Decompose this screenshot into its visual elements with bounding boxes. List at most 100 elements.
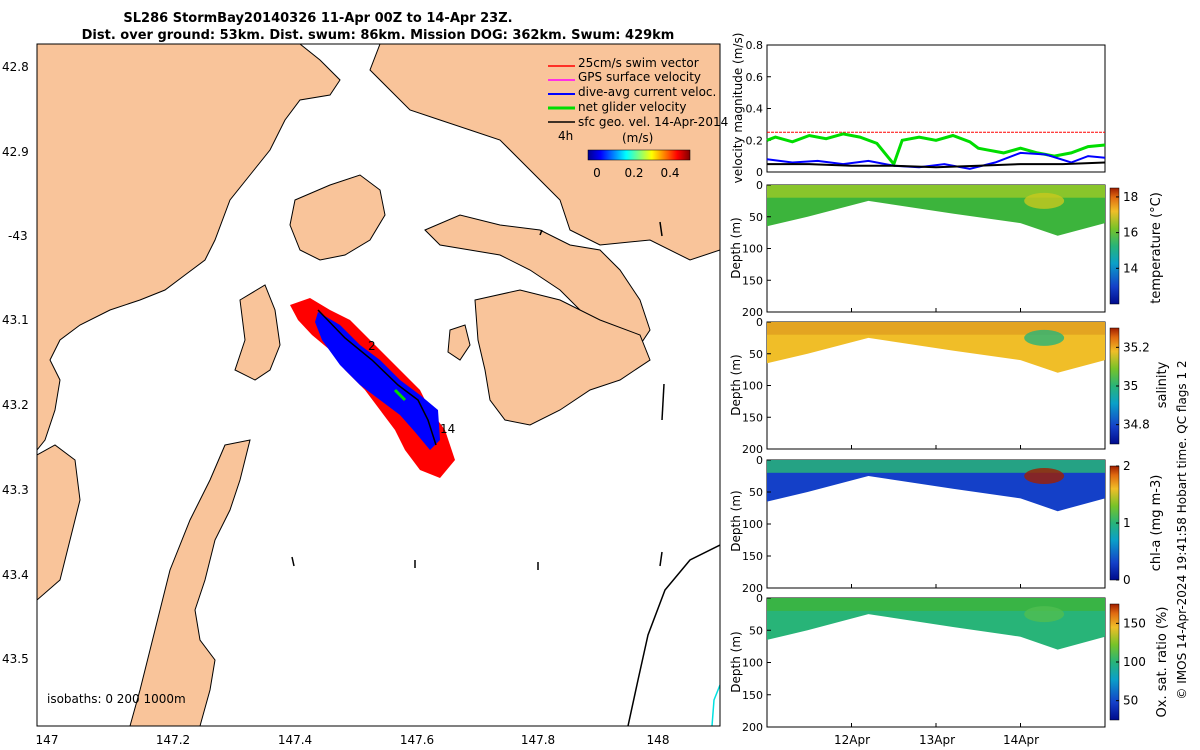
land-south-arm — [234, 284, 281, 381]
section-accent — [1024, 468, 1065, 484]
section-ytick: 50 — [749, 348, 763, 361]
velocity-ytick: 0.6 — [746, 71, 764, 84]
velocity-ytick: 0.8 — [746, 39, 764, 52]
section-ytick: 0 — [756, 454, 763, 467]
salinity-cbar-label: salinity — [1155, 361, 1170, 408]
section-ytick: 150 — [742, 411, 763, 424]
velocity-yticks: 0 0.2 0.4 0.6 0.8 — [746, 39, 771, 179]
section-ytick: 200 — [742, 721, 763, 734]
section-accent — [1024, 192, 1065, 209]
map-x-axis: 147 147.2 147.4 147.6 147.8 148 — [36, 733, 670, 747]
velocity-series-line — [767, 161, 1106, 169]
temperature-ylabel: Depth (m) — [729, 217, 743, 278]
temperature-cbar-label: temperature (°C) — [1149, 192, 1164, 304]
section-ytick: 200 — [742, 306, 763, 319]
salinity-panel: 0 50 100 150 200 35.2 35 34.8 — [742, 316, 1150, 456]
section-ytick: 100 — [742, 657, 763, 670]
chl-ylabel: Depth (m) — [729, 490, 743, 551]
chl-panel: 0 50 100 150 200 2 1 0 — [742, 454, 1131, 595]
section-surface-band — [767, 460, 1105, 473]
title-line-1: SL286 StormBay20140326 11-Apr 00Z to 14-… — [123, 11, 512, 26]
section-ytick: 100 — [742, 380, 763, 393]
section-ytick: 0 — [756, 592, 763, 605]
map-colorbar — [587, 149, 691, 161]
map-colorbar-tick: 0 — [593, 166, 601, 180]
velocity-axes — [766, 44, 1106, 173]
section-ytick: 50 — [749, 486, 763, 499]
land-southwest — [37, 444, 81, 601]
section-ytick: 200 — [742, 582, 763, 595]
colorbar-tick: 2 — [1123, 459, 1131, 473]
section-ytick: 150 — [742, 274, 763, 287]
section-ytick: 150 — [742, 550, 763, 563]
colorbar-tick: 0 — [1123, 573, 1131, 587]
map-xtick: 147.4 — [278, 733, 312, 747]
isobath-line — [627, 544, 720, 726]
colorbar-tick: 14 — [1123, 261, 1138, 275]
map-colorbar-tick: 0.4 — [660, 166, 679, 180]
section-surface-band — [767, 185, 1105, 198]
oxygen-panel: 0 50 100 150 200 150 100 50 — [742, 592, 1146, 734]
map-ytick: 42.8 — [2, 60, 29, 74]
velocity-series-line — [766, 151, 1106, 170]
net-velocity — [393, 388, 407, 402]
map-xtick: 147.6 — [400, 733, 434, 747]
section-accent — [1024, 329, 1065, 346]
legend-label-net: net glider velocity — [578, 100, 686, 114]
velocity-ytick: 0.4 — [746, 103, 764, 116]
map-panel: 2 14 42.8 42.9 -43 43.1 43.2 43.3 43.4 4… — [2, 43, 728, 747]
section-ytick: 100 — [742, 243, 763, 256]
colorbar-tick: 150 — [1123, 616, 1146, 630]
section-ytick: 100 — [742, 518, 763, 531]
velocity-ytick: 0.2 — [746, 134, 764, 147]
colorbar-tick: 35 — [1123, 379, 1138, 393]
salinity-ylabel: Depth (m) — [729, 354, 743, 415]
cyan-line — [711, 684, 720, 726]
legend-label-current: dive-avg current veloc. — [578, 85, 716, 99]
legend-label-4h: 4h — [558, 129, 573, 143]
map-ytick: 43.3 — [2, 483, 29, 497]
map-xtick: 147 — [36, 733, 59, 747]
track-label-start: 2 — [368, 339, 376, 353]
title-line-2: Dist. over ground: 53km. Dist. swum: 86k… — [82, 28, 675, 43]
map-legend: 25cm/s swim vector GPS surface velocity … — [548, 56, 728, 180]
time-xtick: 13Apr — [919, 733, 955, 747]
map-colorbar-tick: 0.2 — [624, 166, 643, 180]
map-colorbar-title: (m/s) — [622, 131, 653, 145]
section-ytick: 0 — [756, 316, 763, 329]
track-line — [317, 309, 437, 446]
map-frame — [36, 43, 721, 727]
map-land-group — [37, 44, 720, 726]
colorbar-tick: 100 — [1123, 655, 1146, 669]
oxygen-cbar-label: Ox. sat. ratio (%) — [1155, 607, 1170, 718]
temperature-panel: 0 50 100 150 200 18 16 14 — [742, 179, 1138, 319]
velocity-ylabel: velocity magnitude (m/s) — [731, 33, 745, 184]
time-xtick: 12Apr — [834, 733, 870, 747]
legend-label-sfc: sfc geo. vel. 14-Apr-2014 — [578, 115, 728, 129]
colorbar-tick: 18 — [1123, 190, 1138, 204]
velocity-ytick: 0 — [756, 166, 763, 179]
glider-track — [290, 298, 455, 478]
land-small-island — [447, 324, 471, 361]
isobath-label: isobaths: 0 200 1000m — [47, 692, 186, 706]
time-xtick: 14Apr — [1003, 733, 1039, 747]
current-vectors — [315, 312, 440, 450]
colorbar-tick: 1 — [1123, 516, 1131, 530]
credit-text: © IMOS 14-Apr-2024 19:41:58 Hobart time.… — [1175, 360, 1189, 699]
land-west-mainland — [37, 44, 341, 451]
chl-cbar-label: chl-a (mg m-3) — [1149, 475, 1164, 572]
map-ytick: 43.2 — [2, 398, 29, 412]
oxygen-ylabel: Depth (m) — [729, 631, 743, 692]
colorbar-tick: 16 — [1123, 226, 1138, 240]
legend-label-swim: 25cm/s swim vector — [578, 56, 699, 70]
map-ytick: 43.1 — [2, 313, 29, 327]
land-tasman-peninsula-west — [129, 439, 251, 726]
map-ytick: 42.9 — [2, 145, 29, 159]
section-ytick: 50 — [749, 624, 763, 637]
section-ytick: 0 — [756, 179, 763, 192]
colorbar-tick: 34.8 — [1123, 418, 1150, 432]
colorbar-tick: 50 — [1123, 694, 1138, 708]
map-xtick: 147.8 — [521, 733, 555, 747]
map-xtick: 147.2 — [156, 733, 190, 747]
